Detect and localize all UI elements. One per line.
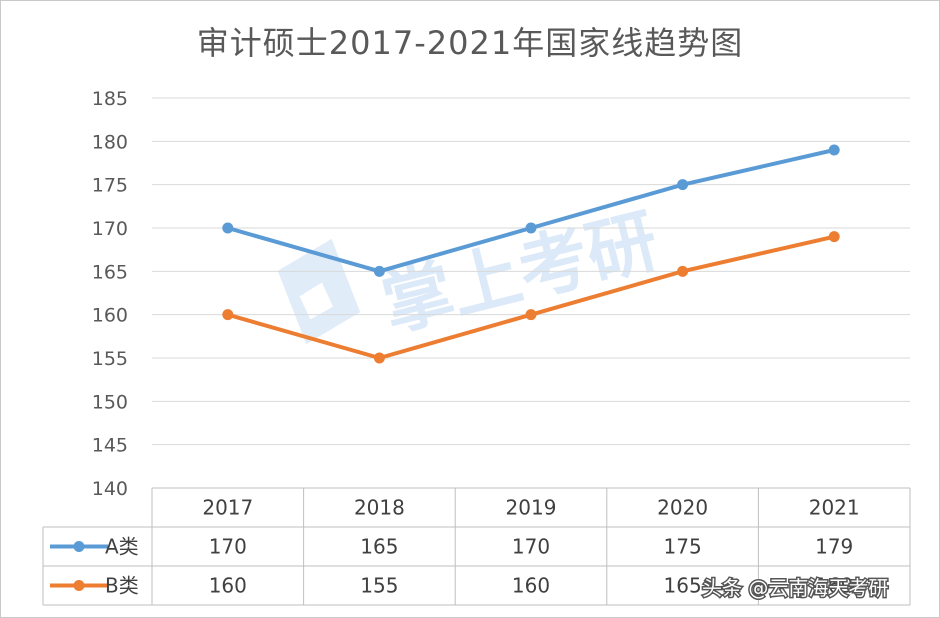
data-point bbox=[222, 222, 234, 234]
data-point bbox=[373, 352, 385, 364]
y-tick-label: 150 bbox=[92, 391, 128, 413]
footer-watermark: 头条 @云南海天考研 bbox=[701, 575, 890, 602]
legend-marker bbox=[73, 580, 85, 591]
chart-title: 审计硕士2017-2021年国家线趋势图 bbox=[196, 24, 744, 62]
x-tick-label: 2020 bbox=[657, 496, 708, 520]
legend-label: A类 bbox=[105, 535, 139, 559]
watermark-text: 掌上考研 bbox=[374, 199, 666, 346]
footer-text: 头条 @云南海天考研 bbox=[702, 576, 888, 600]
series-lines bbox=[222, 144, 840, 364]
y-tick-label: 145 bbox=[92, 435, 128, 457]
y-tick-label: 180 bbox=[92, 131, 128, 153]
y-tick-label: 155 bbox=[92, 348, 128, 370]
y-tick-label: 170 bbox=[92, 218, 128, 240]
x-tick-label: 2021 bbox=[809, 496, 860, 520]
data-table: 2017 2018 2019 2020 2021 A类 170 165 170 175 179 B类 1… bbox=[42, 487, 911, 606]
data-point bbox=[828, 231, 840, 243]
data-point bbox=[373, 265, 385, 277]
data-point bbox=[222, 309, 234, 321]
y-tick-label: 165 bbox=[92, 261, 128, 283]
table-cell: 160 bbox=[512, 574, 550, 598]
table-cell: 160 bbox=[209, 574, 247, 598]
table-cell: 165 bbox=[360, 535, 398, 559]
table-cell: 175 bbox=[664, 535, 702, 559]
data-point bbox=[828, 144, 840, 156]
y-tick-label: 185 bbox=[92, 88, 128, 110]
x-tick-label: 2019 bbox=[506, 496, 557, 520]
legend-marker bbox=[73, 541, 85, 552]
x-tick-label: 2018 bbox=[354, 496, 405, 520]
table-cell: 179 bbox=[815, 535, 853, 559]
gridlines bbox=[152, 97, 910, 446]
table-cell: 170 bbox=[512, 535, 550, 559]
table-cell: 155 bbox=[360, 574, 398, 598]
x-tick-label: 2017 bbox=[202, 496, 253, 520]
legend-label: B类 bbox=[105, 574, 139, 598]
y-tick-label: 175 bbox=[92, 175, 128, 197]
y-tick-label: 160 bbox=[92, 305, 128, 327]
y-axis: 140 145 150 155 160 165 170 175 180 185 bbox=[92, 88, 128, 500]
data-point bbox=[677, 179, 689, 191]
watermark: 掌上考研 bbox=[277, 199, 666, 346]
y-tick-label: 140 bbox=[92, 478, 128, 500]
table-cell: 169 bbox=[815, 574, 853, 598]
data-point bbox=[525, 309, 537, 321]
table-cell: 170 bbox=[209, 535, 247, 559]
data-point bbox=[525, 222, 537, 234]
data-point bbox=[677, 265, 689, 277]
table-cell: 165 bbox=[664, 574, 702, 598]
